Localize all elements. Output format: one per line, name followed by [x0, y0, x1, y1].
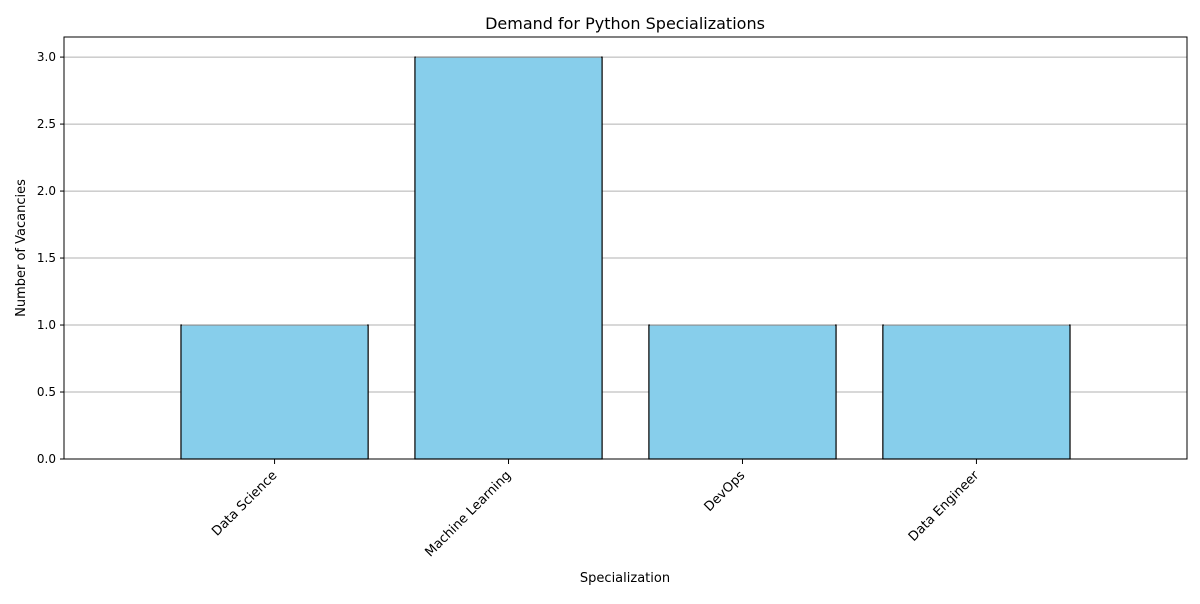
bar-data-engineer — [882, 324, 1071, 460]
y-tick-label: 2.5 — [37, 117, 56, 131]
y-tick-label: 0.0 — [37, 452, 56, 466]
axes — [63, 36, 1188, 460]
x-tick-label: Data Science — [209, 468, 280, 539]
x-axis-label: Specialization — [580, 571, 670, 586]
y-tick-label: 3.0 — [37, 50, 56, 64]
y-tick-label: 1.0 — [37, 318, 56, 332]
y-tick-label: 0.5 — [37, 385, 56, 399]
y-tick-label: 1.5 — [37, 251, 56, 265]
y-axis-ticks: 0.0 0.5 1.0 1.5 2.0 2.5 3.0 — [37, 50, 64, 466]
bar-devops — [648, 324, 837, 460]
y-axis-label: Number of Vacancies — [14, 179, 29, 317]
x-tick-label: Data Engineer — [906, 468, 983, 545]
plot-frame — [63, 36, 1188, 460]
bar-machine-learning — [414, 56, 603, 460]
bar-data-science — [180, 324, 369, 460]
chart-title: Demand for Python Specializations — [485, 14, 765, 33]
x-tick-label: Machine Learning — [422, 468, 514, 560]
x-axis-ticks: Data Science Machine Learning DevOps Data E… — [209, 459, 983, 560]
y-tick-label: 2.0 — [37, 184, 56, 198]
x-tick-label: DevOps — [702, 468, 749, 515]
bars — [180, 56, 1071, 460]
